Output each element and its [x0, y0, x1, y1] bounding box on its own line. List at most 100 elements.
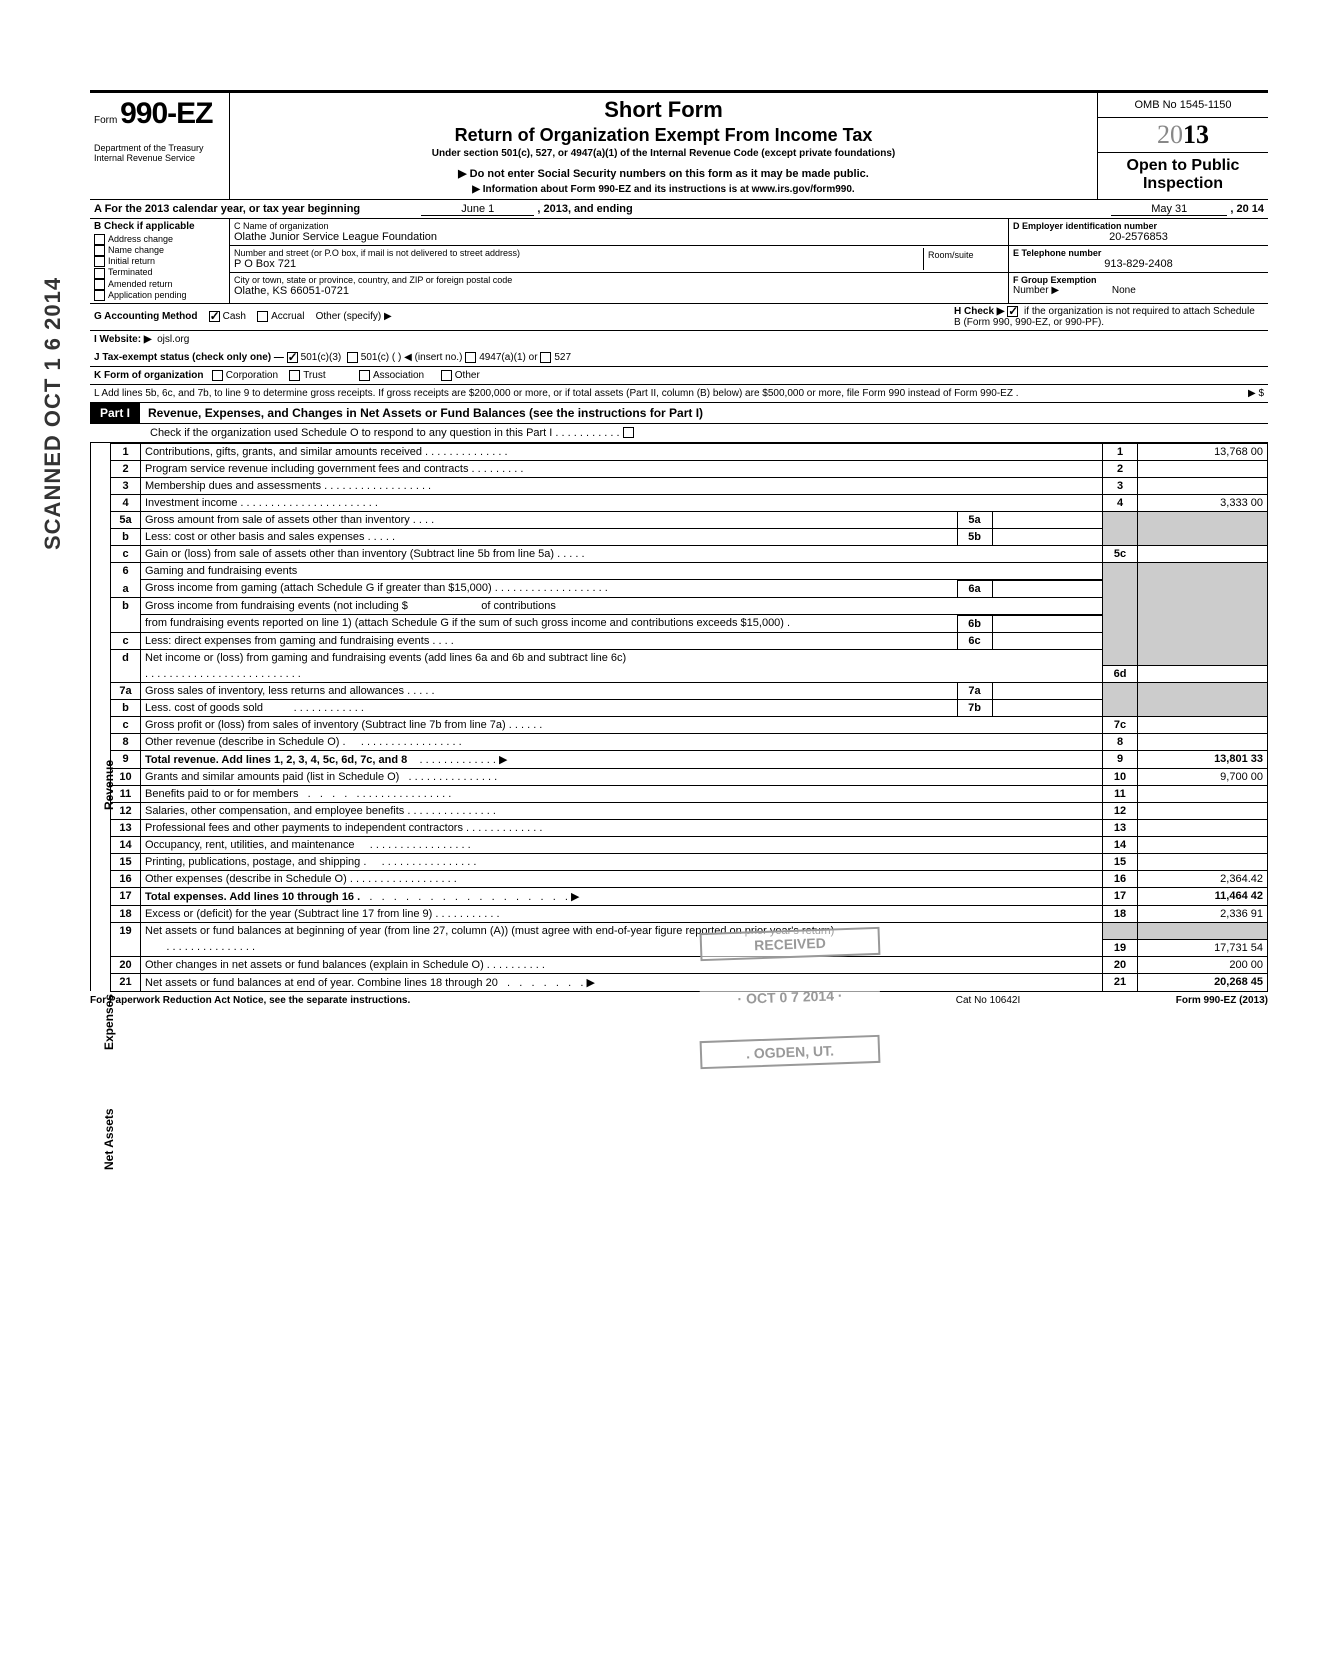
- part-i-title: Revenue, Expenses, and Changes in Net As…: [140, 403, 1268, 423]
- form-number: 990-EZ: [120, 97, 212, 130]
- part-i-header: Part I Revenue, Expenses, and Changes in…: [90, 403, 1268, 424]
- irs-line: Internal Revenue Service: [94, 153, 225, 163]
- table-row: b Less: cost or other basis and sales ex…: [91, 528, 1268, 545]
- check-address-change[interactable]: [94, 234, 105, 245]
- info-notice: ▶ Information about Form 990-EZ and its …: [234, 184, 1093, 195]
- line-h: H Check ▶ if the organization is not req…: [954, 306, 1264, 328]
- amount-6d: [1138, 666, 1268, 683]
- box-def: D Employer identification number 20-2576…: [1008, 219, 1268, 303]
- box-c: C Name of organization Olathe Junior Ser…: [230, 219, 1008, 303]
- amount-1: 13,768 00: [1138, 443, 1268, 460]
- stamp-date: · OCT 0 7 2014 ·: [700, 982, 881, 1012]
- header-center: Short Form Return of Organization Exempt…: [230, 93, 1098, 199]
- amount-9: 13,801 33: [1138, 751, 1268, 769]
- check-terminated[interactable]: [94, 268, 105, 279]
- check-501c[interactable]: [347, 352, 358, 363]
- open-public: Open to PublicInspection: [1098, 153, 1268, 197]
- check-name-change[interactable]: [94, 245, 105, 256]
- check-pending[interactable]: [94, 290, 105, 301]
- table-row: b Gross income from fundraising events (…: [91, 597, 1268, 614]
- amount-8: [1138, 734, 1268, 751]
- check-h[interactable]: [1007, 306, 1018, 317]
- check-assoc[interactable]: [359, 370, 370, 381]
- check-amended[interactable]: [94, 279, 105, 290]
- table-row: 10 Grants and similar amounts paid (list…: [91, 769, 1268, 786]
- table-row: 1 Contributions, gifts, grants, and simi…: [91, 443, 1268, 460]
- check-527[interactable]: [540, 352, 551, 363]
- table-row: 21 Net assets or fund balances at end of…: [91, 973, 1268, 991]
- table-row: 7a Gross sales of inventory, less return…: [91, 683, 1268, 700]
- table-row: c Gain or (loss) from sale of assets oth…: [91, 545, 1268, 562]
- table-row: 16 Other expenses (describe in Schedule …: [91, 871, 1268, 888]
- header-block: B Check if applicable Address change Nam…: [90, 219, 1268, 304]
- check-4947[interactable]: [465, 352, 476, 363]
- line-a: A For the 2013 calendar year, or tax yea…: [90, 200, 1268, 219]
- form-990ez: Form 990-EZ Department of the Treasury I…: [90, 90, 1268, 1006]
- amount-12: [1138, 803, 1268, 820]
- section-netassets-label: Net Assets: [102, 1108, 116, 1170]
- short-form-title: Short Form: [234, 97, 1093, 123]
- table-row: 9 Total revenue. Add lines 1, 2, 3, 4, 5…: [91, 751, 1268, 769]
- org-city-row: City or town, state or province, country…: [230, 273, 1008, 303]
- section-expenses-label: Expenses: [102, 994, 116, 1050]
- line-g-h: G Accounting Method Cash Accrual Other (…: [90, 304, 1268, 331]
- table-row: b Less. cost of goods sold . . . . . . .…: [91, 700, 1268, 717]
- table-row: 17 Total expenses. Add lines 10 through …: [91, 888, 1268, 906]
- stamp-ogden: . OGDEN, UT.: [700, 1035, 881, 1069]
- tax-year: 2013: [1098, 118, 1268, 153]
- table-row: 20 Other changes in net assets or fund b…: [91, 956, 1268, 973]
- check-other[interactable]: [441, 370, 452, 381]
- page-footer: For Paperwork Reduction Act Notice, see …: [90, 992, 1268, 1006]
- amount-13: [1138, 820, 1268, 837]
- form-header: Form 990-EZ Department of the Treasury I…: [90, 90, 1268, 200]
- box-d: D Employer identification number 20-2576…: [1009, 219, 1268, 246]
- dept-treasury: Department of the Treasury: [94, 131, 225, 153]
- amount-21: 20,268 45: [1138, 973, 1268, 991]
- box-b: B Check if applicable Address change Nam…: [90, 219, 230, 303]
- table-row: 12 Salaries, other compensation, and emp…: [91, 803, 1268, 820]
- table-row: 11 Benefits paid to or for members . . .…: [91, 786, 1268, 803]
- part-i-table: 1 Contributions, gifts, grants, and simi…: [90, 443, 1268, 992]
- box-e: E Telephone number 913-829-2408: [1009, 246, 1268, 273]
- section-revenue-label: Revenue: [102, 760, 116, 810]
- check-corp[interactable]: [212, 370, 223, 381]
- check-trust[interactable]: [289, 370, 300, 381]
- amount-18: 2,336 91: [1138, 906, 1268, 923]
- box-f: F Group Exemption Number ▶ None: [1009, 273, 1268, 298]
- amount-3: [1138, 477, 1268, 494]
- part-i-label: Part I: [90, 403, 140, 423]
- table-row: 15 Printing, publications, postage, and …: [91, 854, 1268, 871]
- check-initial-return[interactable]: [94, 256, 105, 267]
- form-prefix: Form: [94, 115, 117, 126]
- line-k: K Form of organization Corporation Trust…: [90, 367, 1268, 385]
- table-row: 5a Gross amount from sale of assets othe…: [91, 511, 1268, 528]
- footer-right: Form 990-EZ (2013): [1088, 995, 1268, 1006]
- amount-17: 11,464 42: [1138, 888, 1268, 906]
- subtitle: Under section 501(c), 527, or 4947(a)(1)…: [234, 148, 1093, 159]
- amount-4: 3,333 00: [1138, 494, 1268, 511]
- line-i: I Website: ▶ ojsl.org: [90, 331, 1268, 349]
- line-a-text: A For the 2013 calendar year, or tax yea…: [90, 200, 1107, 218]
- amount-14: [1138, 837, 1268, 854]
- amount-2: [1138, 460, 1268, 477]
- amount-16: 2,364.42: [1138, 871, 1268, 888]
- table-row: from fundraising events reported on line…: [91, 614, 1268, 632]
- org-addr-row: Number and street (or P.O box, if mail i…: [230, 246, 1008, 273]
- table-row: 18 Excess or (deficit) for the year (Sub…: [91, 906, 1268, 923]
- amount-20: 200 00: [1138, 956, 1268, 973]
- check-accrual[interactable]: [257, 311, 268, 322]
- header-right: OMB No 1545-1150 2013 Open to PublicInsp…: [1098, 93, 1268, 199]
- part-i-check: Check if the organization used Schedule …: [90, 424, 1268, 443]
- line-j: J Tax-exempt status (check only one) — 5…: [90, 349, 1268, 367]
- omb-number: OMB No 1545-1150: [1098, 93, 1268, 118]
- table-row: 4 Investment income . . . . . . . . . . …: [91, 494, 1268, 511]
- amount-15: [1138, 854, 1268, 871]
- room-suite: Room/suite: [924, 248, 1004, 270]
- check-schedule-o[interactable]: [623, 427, 634, 438]
- table-row: . . . . . . . . . . . . . . . . . . . . …: [91, 666, 1268, 683]
- table-row: 8 Other revenue (describe in Schedule O)…: [91, 734, 1268, 751]
- check-cash[interactable]: [209, 311, 220, 322]
- check-501c3[interactable]: [287, 352, 298, 363]
- scanned-watermark: SCANNED OCT 1 6 2014: [40, 277, 66, 550]
- ssn-notice: ▶ Do not enter Social Security numbers o…: [234, 167, 1093, 180]
